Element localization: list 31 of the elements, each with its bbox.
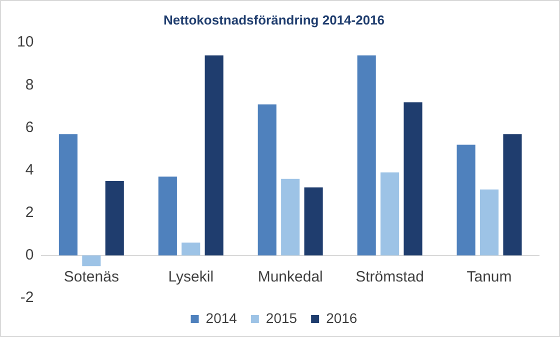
bar bbox=[158, 176, 177, 256]
x-tick-label: Lysekil bbox=[168, 268, 214, 286]
bar bbox=[456, 144, 476, 256]
y-tick-label: 4 bbox=[25, 161, 34, 178]
x-tick-label: Sotenäs bbox=[64, 268, 119, 286]
bar bbox=[404, 102, 422, 256]
y-tick-label: 10 bbox=[16, 34, 34, 51]
x-tick-label: Strömstad bbox=[356, 268, 424, 286]
legend-label: 2014 bbox=[206, 310, 238, 326]
bar bbox=[258, 104, 276, 256]
bar bbox=[357, 55, 376, 256]
x-tick-label: Munkedal bbox=[258, 268, 323, 286]
y-tick-label: 2 bbox=[25, 204, 34, 222]
bar bbox=[82, 255, 101, 266]
bar bbox=[182, 242, 200, 256]
bar bbox=[105, 180, 124, 256]
y-tick-label: -2 bbox=[20, 289, 34, 306]
legend-label: 2016 bbox=[326, 310, 358, 326]
y-tick-label: 8 bbox=[25, 76, 34, 94]
bar bbox=[503, 134, 522, 256]
bar bbox=[380, 172, 400, 256]
y-tick-label: 6 bbox=[25, 118, 34, 136]
bar bbox=[304, 187, 323, 256]
legend-label: 2015 bbox=[266, 310, 298, 326]
bar bbox=[281, 178, 300, 256]
x-tick-label: Tanum bbox=[466, 268, 512, 286]
chart-title: Nettokostnadsförändring 2014-2016 bbox=[163, 12, 385, 28]
y-tick-label: 0 bbox=[25, 246, 34, 264]
bar bbox=[58, 134, 78, 256]
bar bbox=[480, 189, 499, 256]
bar bbox=[204, 55, 224, 256]
